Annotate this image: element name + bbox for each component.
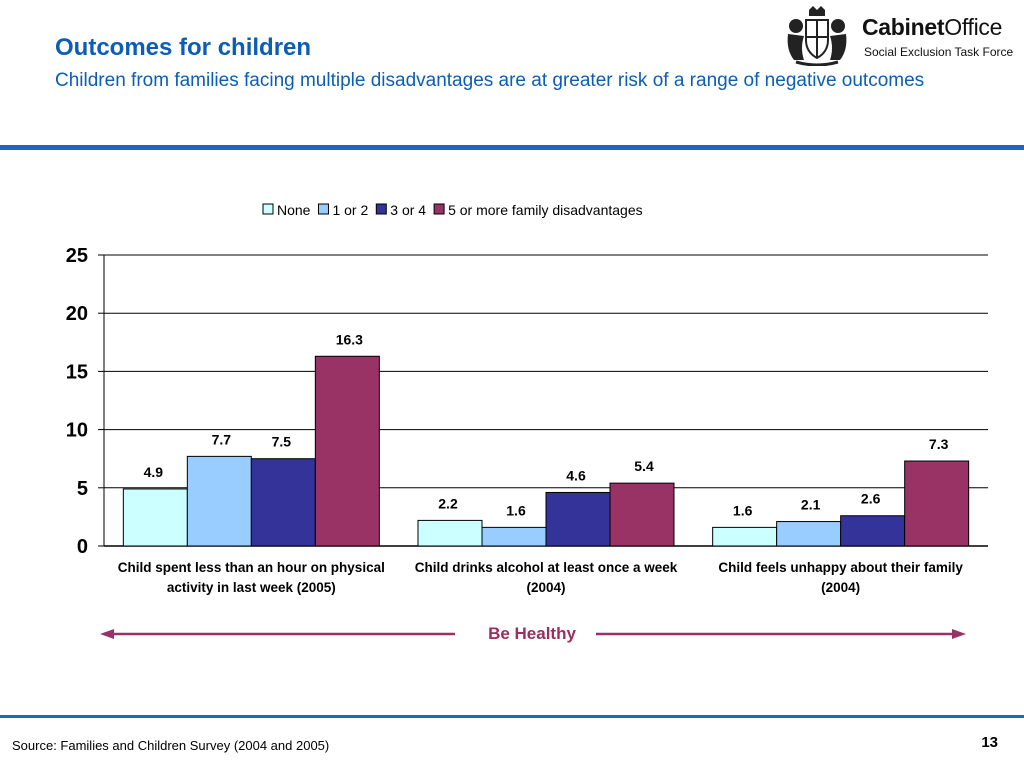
bar-3-3 (840, 515, 906, 547)
chart-gridlines (104, 254, 988, 489)
logo-name: CabinetOffice (862, 14, 1003, 40)
bar-1-3 (712, 526, 778, 547)
legend-swatch (433, 203, 445, 215)
data-label: 2.2 (438, 495, 458, 511)
page-number: 13 (981, 734, 998, 751)
royal-crest-icon (787, 6, 847, 66)
legend-swatch (375, 203, 387, 215)
bar-3-2 (545, 491, 611, 547)
y-tick-label: 15 (66, 361, 88, 383)
source-note: Source: Families and Children Survey (20… (12, 738, 330, 753)
data-label: 16.3 (336, 331, 363, 347)
data-label: 2.6 (861, 491, 881, 507)
footer-divider (0, 715, 1024, 718)
bar-4-2 (609, 482, 675, 547)
bar-2-2 (481, 526, 547, 547)
data-label: 7.5 (272, 434, 292, 450)
bar-3-1 (250, 458, 316, 547)
data-label: 7.7 (212, 431, 232, 447)
y-tick-label: 20 (66, 303, 88, 325)
legend-label: 1 or 2 (332, 202, 368, 218)
y-tick-label: 5 (77, 478, 88, 500)
be-healthy-label: Be Healthy (488, 624, 576, 643)
chart-bars (122, 355, 970, 547)
bar-4-3 (904, 460, 970, 547)
bar-1-2 (417, 519, 483, 547)
bar-4-1 (314, 355, 380, 547)
x-category-label: Child feels unhappy about their family (… (718, 560, 963, 595)
be-healthy-arrow (100, 629, 966, 639)
x-category-label: Child spent less than an hour on physica… (117, 560, 385, 595)
arrowhead-left (100, 629, 114, 639)
data-label: 4.6 (566, 467, 586, 483)
y-tick-label: 25 (66, 245, 88, 267)
header-divider (0, 145, 1024, 150)
chart-legend: None 1 or 2 3 or 4 5 or more family disadva… (262, 202, 643, 218)
y-tick-label: 0 (77, 536, 88, 558)
x-category-label: Child drinks alcohol at least once a wee… (414, 560, 678, 595)
data-labels: 4.9 7.7 7.5 16.3 2.2 1.6 4.6 5.4 1.6 2.1 2.6 7.3 (144, 331, 949, 518)
page-subtitle: Children from families facing multiple d… (55, 70, 925, 91)
legend-label: 5 or more family disadvantages (448, 202, 643, 218)
data-label: 5.4 (634, 458, 654, 474)
data-label: 1.6 (506, 502, 526, 518)
cabinet-office-logo: CabinetOffice Social Exclusion Task Forc… (782, 4, 1022, 68)
legend-swatch (317, 203, 329, 215)
bar-2-1 (186, 455, 252, 547)
bar-2-3 (776, 521, 842, 547)
legend-swatch (262, 203, 274, 215)
legend-label: None (277, 202, 311, 218)
logo-subtitle: Social Exclusion Task Force (864, 45, 1014, 59)
arrowhead-right (952, 629, 966, 639)
data-label: 1.6 (733, 502, 753, 518)
legend-label: 3 or 4 (390, 202, 426, 218)
data-label: 4.9 (144, 464, 164, 480)
data-label: 2.1 (801, 497, 821, 513)
y-tick-label: 10 (66, 420, 88, 442)
page-title: Outcomes for children (55, 34, 312, 61)
data-label: 7.3 (929, 436, 949, 452)
bar-1-1 (122, 488, 188, 547)
bar-chart: None 1 or 2 3 or 4 5 or more family disadva… (66, 202, 988, 639)
